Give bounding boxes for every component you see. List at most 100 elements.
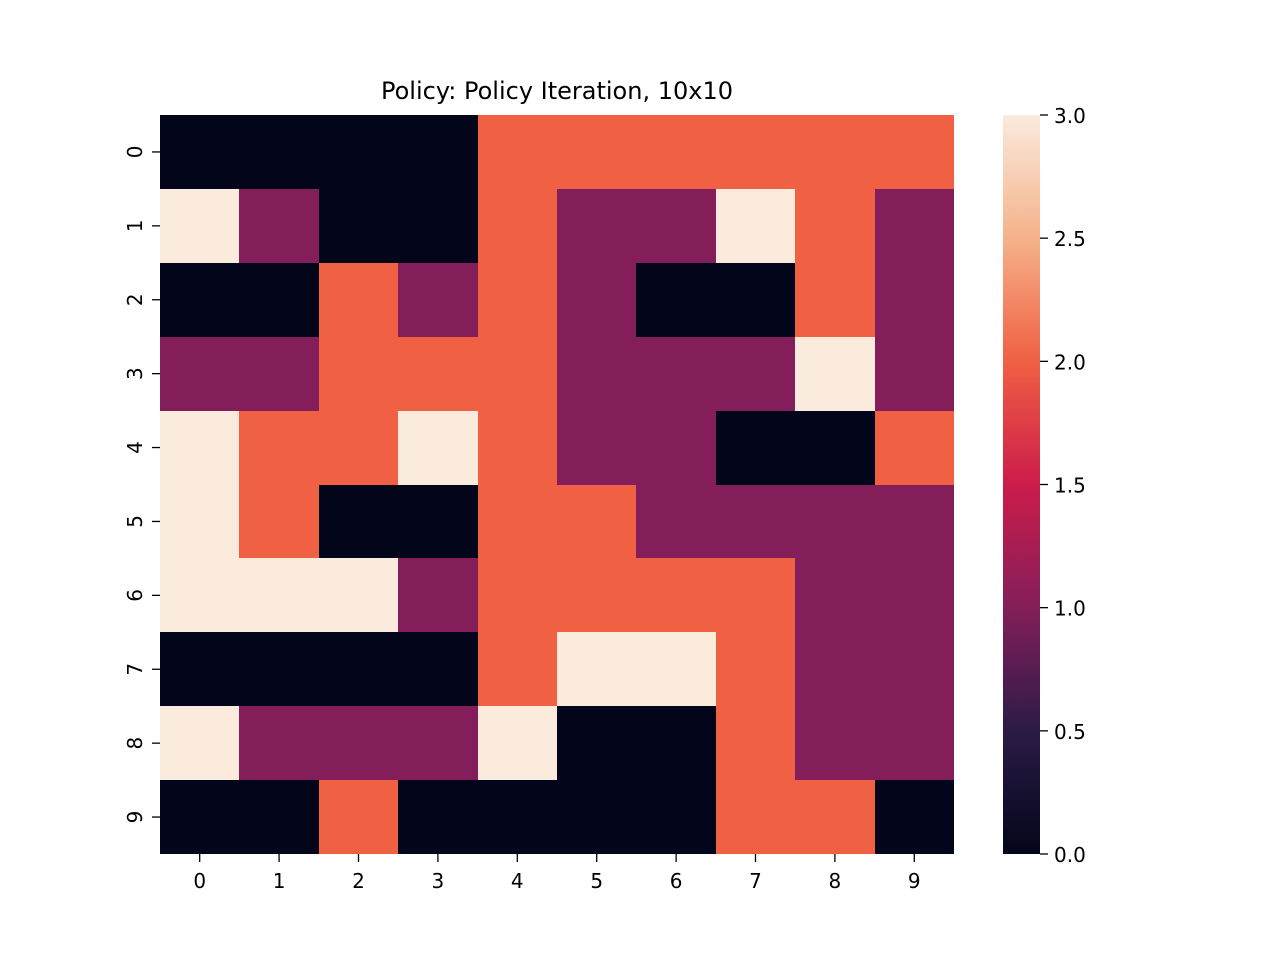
heatmap-cell (795, 115, 875, 189)
heatmap-cell (795, 485, 875, 558)
y-tick-label: 3 (123, 367, 147, 380)
x-tick-label: 9 (908, 869, 921, 893)
x-tick-label: 7 (749, 869, 762, 893)
heatmap-cell (716, 780, 795, 854)
heatmap-cell (875, 263, 954, 337)
heatmap-cell (795, 706, 875, 780)
x-tick-label: 8 (829, 869, 842, 893)
heatmap-cell (636, 411, 716, 485)
heatmap-cell (398, 263, 478, 337)
heatmap-cell (160, 780, 239, 854)
colorbar-tick-label: 3.0 (1054, 104, 1086, 128)
heatmap-cell (478, 263, 557, 337)
heatmap-cell (875, 189, 954, 263)
colorbar-tick-label: 2.0 (1054, 350, 1086, 374)
heatmap-cell (557, 115, 636, 189)
heatmap-cell (875, 780, 954, 854)
y-tick-label: 8 (123, 737, 147, 750)
heatmap-cell (875, 115, 954, 189)
heatmap-cell (557, 706, 636, 780)
heatmap-cell (795, 263, 875, 337)
heatmap-cell (478, 115, 557, 189)
heatmap-cell (557, 411, 636, 485)
y-tick-label: 0 (123, 146, 147, 159)
heatmap-cell (239, 706, 319, 780)
heatmap-cell (478, 558, 557, 632)
heatmap-cell (636, 337, 716, 411)
y-tick-label: 4 (123, 441, 147, 454)
heatmap-cell (239, 189, 319, 263)
heatmap-cell (636, 706, 716, 780)
heatmap-cell (160, 189, 239, 263)
heatmap-cell (795, 632, 875, 706)
heatmap-cell (160, 632, 239, 706)
heatmap-cell (398, 632, 478, 706)
heatmap-cell (160, 706, 239, 780)
heatmap-cell (239, 780, 319, 854)
heatmap-cell (319, 558, 398, 632)
heatmap-cell (398, 706, 478, 780)
x-tick-label: 5 (590, 869, 603, 893)
heatmap-cell (239, 115, 319, 189)
colorbar-gradient (1003, 115, 1040, 854)
heatmap-cell (557, 337, 636, 411)
heatmap-cell (160, 337, 239, 411)
heatmap-cell (716, 706, 795, 780)
heatmap-cell (716, 485, 795, 558)
heatmap-cell (716, 411, 795, 485)
heatmap-cell (398, 780, 478, 854)
x-tick-label: 6 (670, 869, 683, 893)
heatmap-cell (557, 485, 636, 558)
x-tick-label: 4 (511, 869, 524, 893)
heatmap-cell (478, 780, 557, 854)
heatmap-cell (160, 411, 239, 485)
heatmap-cell (636, 558, 716, 632)
heatmap-cell (319, 632, 398, 706)
heatmap-cell (557, 263, 636, 337)
heatmap-cell (636, 485, 716, 558)
heatmap-cell (398, 485, 478, 558)
heatmap-cell (875, 337, 954, 411)
heatmap-cell (795, 337, 875, 411)
heatmap-cell (319, 189, 398, 263)
heatmap-cell (557, 632, 636, 706)
heatmap-cell (239, 411, 319, 485)
heatmap-cell (557, 558, 636, 632)
heatmap-cell (398, 189, 478, 263)
heatmap-cell (478, 337, 557, 411)
heatmap-cell (398, 558, 478, 632)
heatmap-cell (557, 189, 636, 263)
heatmap-cell (716, 558, 795, 632)
y-tick-label: 6 (123, 589, 147, 602)
colorbar-tick-label: 2.5 (1054, 227, 1086, 251)
heatmap-cell (398, 411, 478, 485)
x-tick-label: 1 (273, 869, 286, 893)
heatmap-cell (636, 780, 716, 854)
heatmap-cell (319, 706, 398, 780)
x-tick-label: 3 (432, 869, 445, 893)
heatmap-cell (239, 558, 319, 632)
heatmap-cell (319, 337, 398, 411)
y-tick-label: 1 (123, 219, 147, 232)
heatmap-cell (716, 337, 795, 411)
heatmap-cell (478, 632, 557, 706)
y-tick-label: 9 (123, 811, 147, 824)
heatmap-cell (239, 485, 319, 558)
heatmap-cell (795, 189, 875, 263)
heatmap-cell (160, 558, 239, 632)
heatmap-cell (239, 263, 319, 337)
heatmap-cell (398, 115, 478, 189)
heatmap-cell (716, 115, 795, 189)
heatmap-cell (716, 632, 795, 706)
heatmap-cell (239, 632, 319, 706)
colorbar-tick-label: 0.5 (1054, 720, 1086, 744)
heatmap-cell (239, 337, 319, 411)
heatmap-cell (875, 411, 954, 485)
heatmap-cell (795, 780, 875, 854)
heatmap-cell (875, 485, 954, 558)
heatmap-cell (398, 337, 478, 411)
colorbar-tick-label: 1.0 (1054, 597, 1086, 621)
heatmap-cell (319, 115, 398, 189)
